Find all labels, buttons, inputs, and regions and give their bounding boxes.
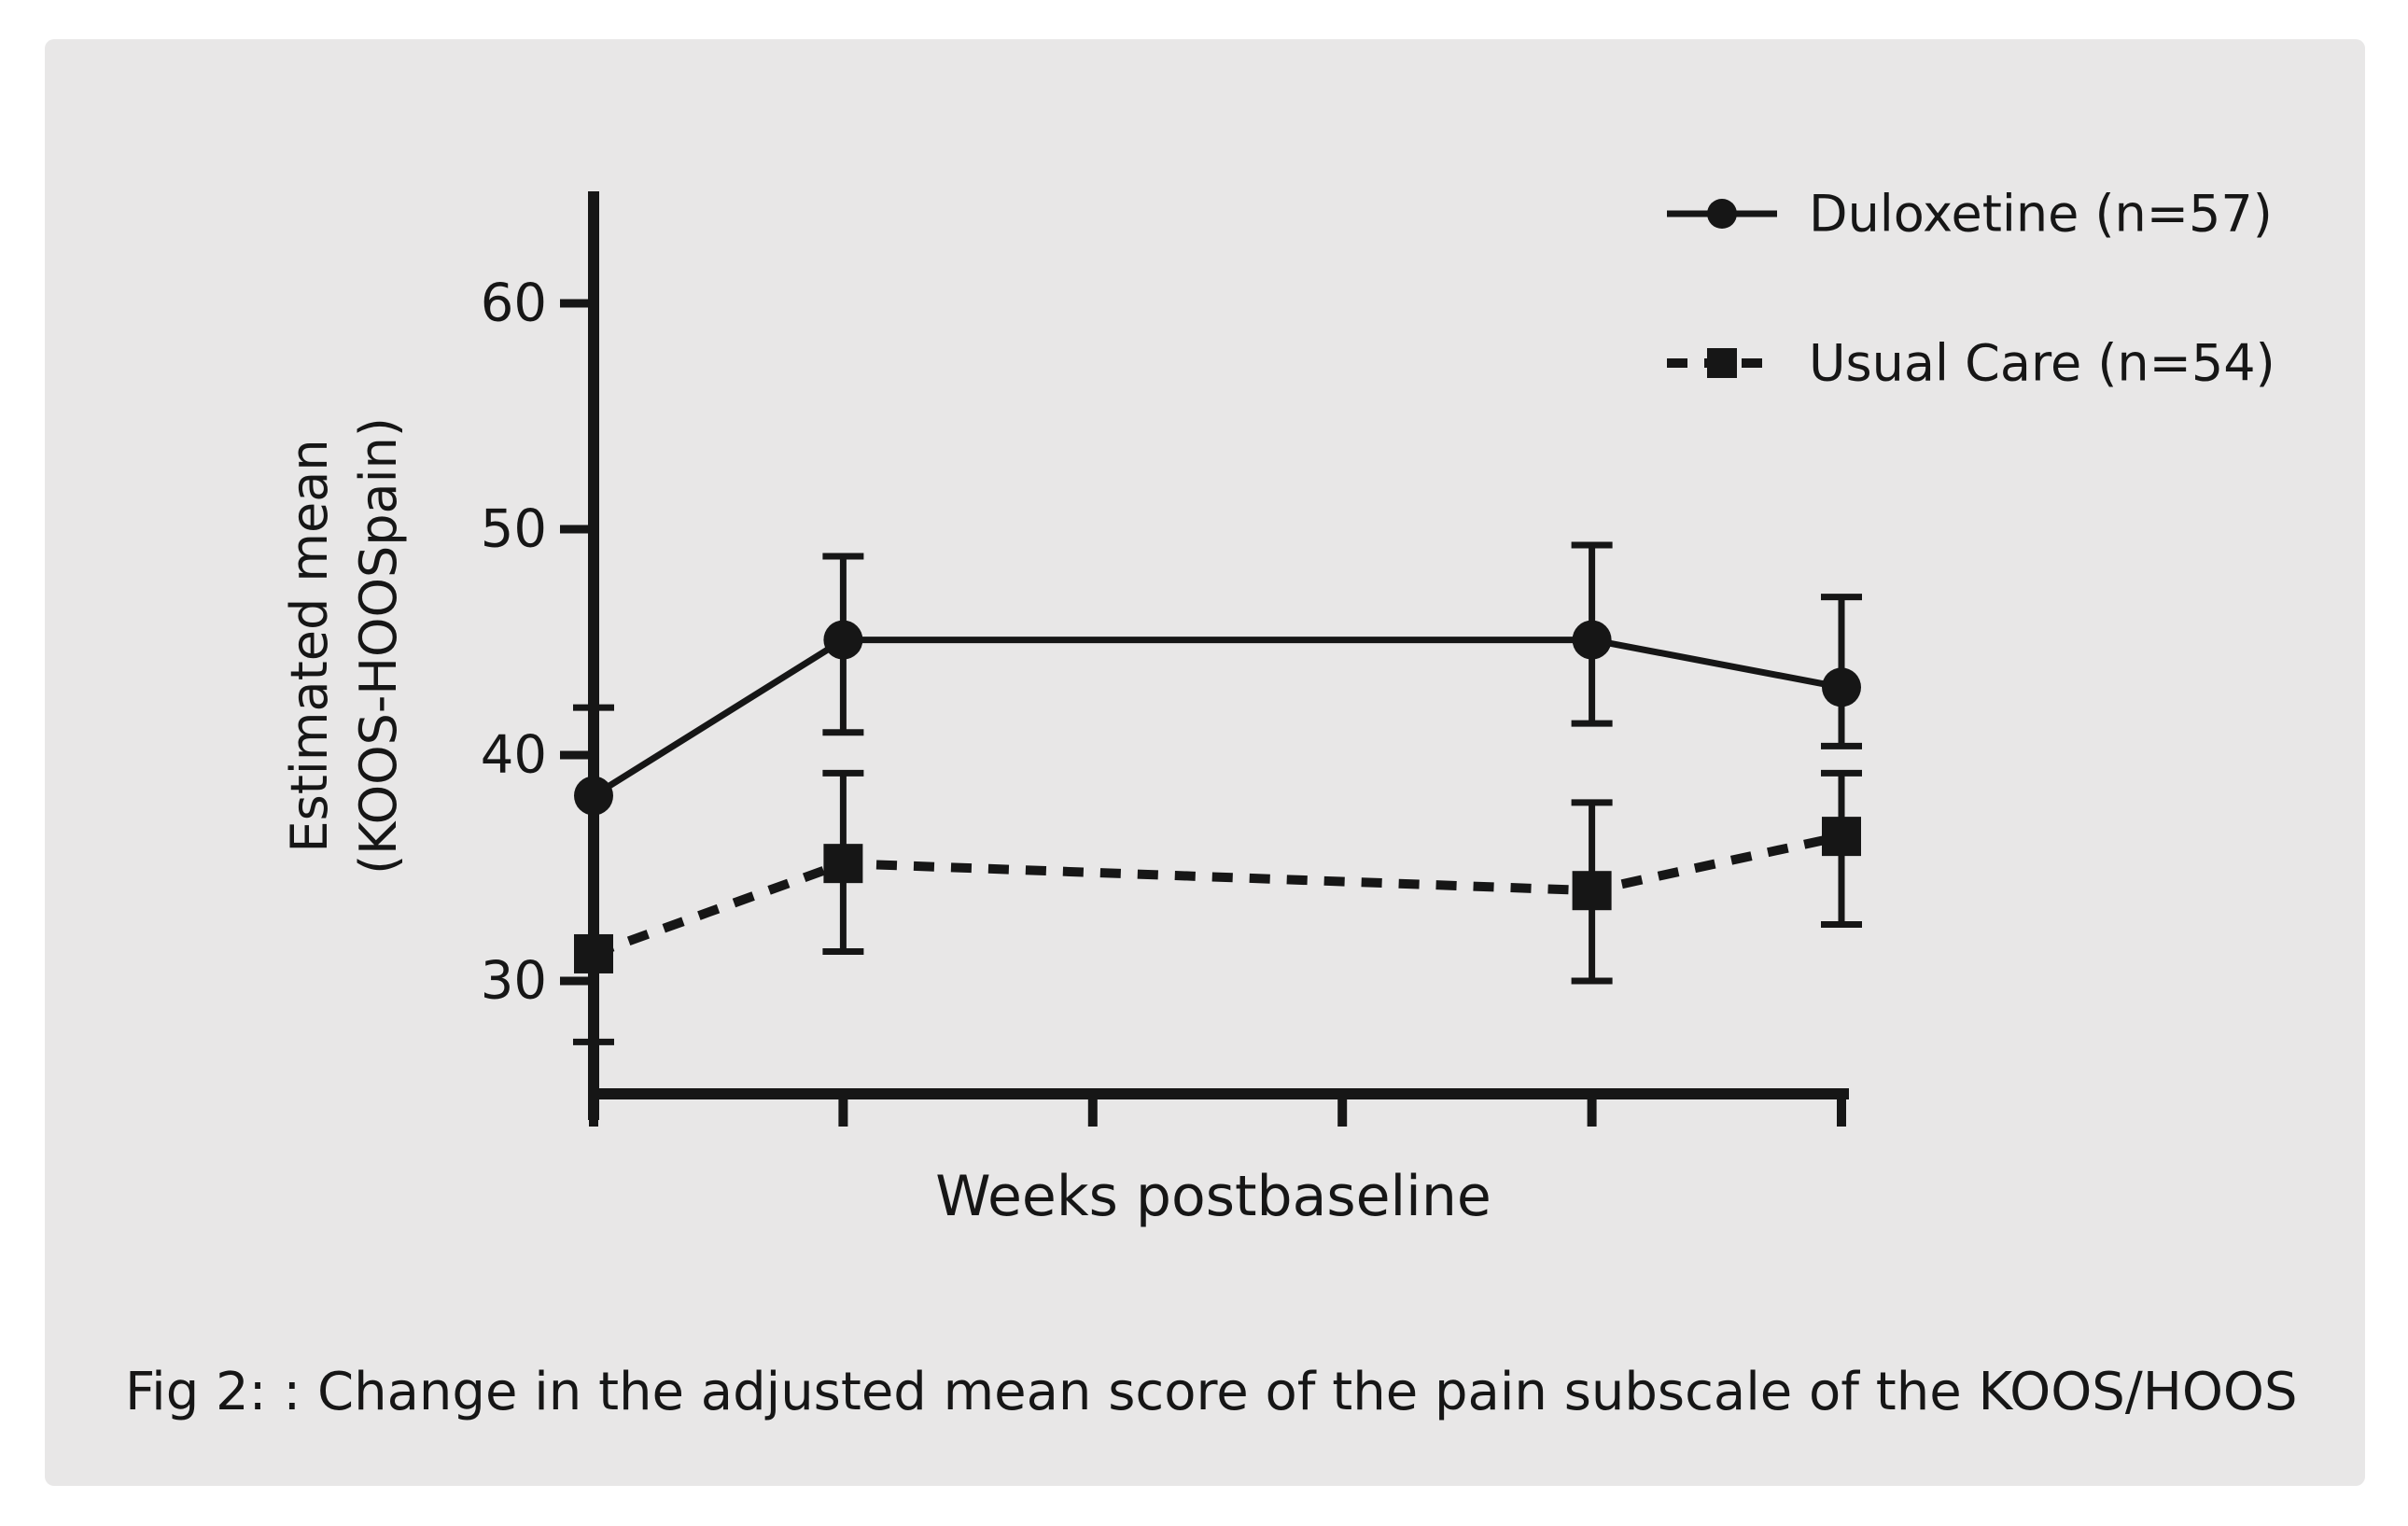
data-point-circle — [1572, 620, 1612, 660]
series-usual-care — [573, 769, 1862, 1045]
series-duloxetine — [573, 541, 1862, 816]
y-tick-label: 40 — [481, 725, 547, 786]
data-point-circle — [574, 776, 613, 816]
x-axis-title: Weeks postbaseline — [935, 1164, 1491, 1229]
series-line — [592, 637, 1842, 799]
panel-background — [45, 39, 2365, 1486]
legend-item-duloxetine: Duloxetine (n=57) — [1667, 185, 2273, 244]
legend-label-usual-care: Usual Care (n=54) — [1809, 334, 2275, 393]
y-tick-label: 60 — [481, 273, 547, 334]
y-axis-title-line1: Estimated mean — [280, 439, 339, 852]
data-point-square — [1822, 817, 1861, 857]
figure-caption: Fig 2: : Change in the adjusted mean sco… — [125, 1362, 2298, 1422]
data-point-circle — [823, 620, 863, 660]
legend-circle-marker-icon — [1707, 199, 1737, 229]
y-axis-title-line2: (KOOS-HOOSpain) — [349, 417, 408, 875]
data-point-square — [1572, 871, 1612, 911]
plot-series — [573, 541, 1862, 1045]
legend: Duloxetine (n=57) Usual Care (n=54) — [1667, 185, 2275, 393]
axes: 30 40 50 60 — [481, 191, 1849, 1127]
y-axis-title: Estimated mean (KOOS-HOOSpain) — [280, 417, 408, 875]
data-point-square — [574, 933, 613, 973]
y-tick-label: 50 — [481, 499, 547, 560]
legend-square-marker-icon — [1707, 348, 1737, 378]
legend-item-usual-care: Usual Care (n=54) — [1667, 334, 2275, 393]
legend-label-duloxetine: Duloxetine (n=57) — [1809, 185, 2273, 244]
y-tick-label: 30 — [481, 951, 547, 1012]
data-point-square — [823, 844, 863, 884]
data-point-circle — [1822, 667, 1861, 707]
series-line — [592, 832, 1843, 959]
